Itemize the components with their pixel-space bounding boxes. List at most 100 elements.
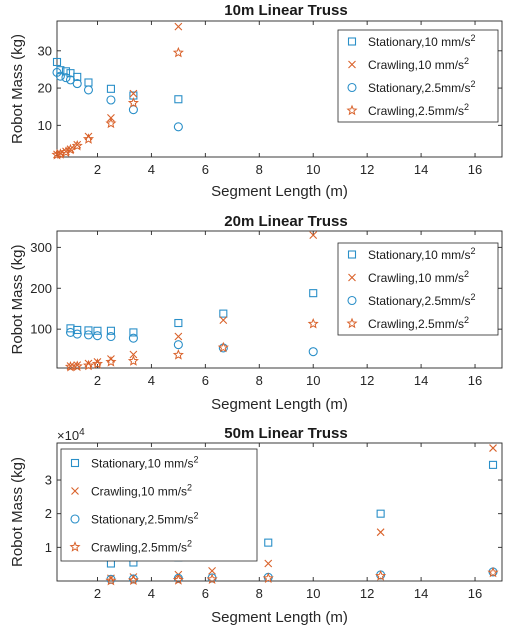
legend-entry: Stationary,2.5mm/s2 (91, 511, 199, 527)
data-point (105, 356, 117, 367)
x-tick-label: 6 (202, 373, 209, 388)
data-point (487, 566, 499, 578)
legend-marker (70, 458, 80, 468)
legend-box (337, 242, 499, 336)
y-axis-label: Robot Mass (kg) (9, 457, 26, 567)
legend: Stationary,10 mm/s2 Crawling,10 mm/s2 Stat… (60, 448, 258, 562)
data-point (61, 73, 71, 83)
data-point (309, 289, 318, 298)
x-tick-label: 4 (148, 586, 155, 601)
data-point (129, 350, 138, 359)
legend-marker (71, 487, 79, 495)
data-point (105, 574, 117, 586)
data-point (217, 341, 229, 353)
y-tick-label: 10 (38, 118, 52, 133)
data-point (55, 71, 65, 81)
y-tick-label: 20 (38, 81, 52, 96)
data-point (376, 528, 385, 537)
data-point (375, 570, 387, 581)
data-point (127, 574, 139, 586)
x-tick-label: 10 (306, 373, 320, 388)
data-point (105, 117, 117, 129)
data-point (129, 328, 138, 337)
data-point (262, 572, 274, 584)
y-tick-label: 1 (45, 540, 52, 555)
data-point (52, 57, 62, 67)
legend-marker (347, 82, 357, 93)
data-point (60, 146, 72, 157)
data-point (127, 97, 139, 108)
data-point (219, 316, 228, 325)
y-tick-label: 30 (38, 43, 52, 58)
x-tick-label: 4 (148, 162, 155, 177)
x-tick-label: 8 (256, 586, 263, 601)
data-point (172, 574, 184, 585)
legend-marker (346, 104, 358, 116)
legend-entry: Crawling,10 mm/s2 (368, 56, 469, 72)
legend-marker (69, 541, 81, 552)
data-point (128, 105, 138, 115)
data-point (174, 95, 183, 104)
data-point (488, 460, 498, 469)
chart-title: 50m Linear Truss (224, 425, 347, 442)
chart-panel-1: 10m Linear Truss 2 4 6 8 10 12 14 16 10 20 30 Segmen… (9, 2, 503, 200)
data-point (309, 231, 318, 239)
data-point (174, 22, 183, 31)
x-tick-label: 14 (414, 162, 428, 177)
data-point (206, 573, 218, 585)
data-point (83, 85, 94, 95)
x-tick-label: 8 (256, 373, 263, 388)
legend-marker (348, 273, 356, 282)
x-tick-label: 6 (202, 162, 209, 177)
x-tick-label: 2 (94, 373, 101, 388)
data-point (307, 318, 319, 329)
legend-entry: Crawling,10 mm/s2 (91, 483, 192, 499)
x-tick-label: 14 (414, 373, 428, 388)
x-tick-label: 10 (306, 586, 320, 601)
y-tick-label: 100 (30, 322, 52, 337)
legend: Stationary,10 mm/s2 Crawling,10 mm/s2 Stat… (337, 29, 499, 123)
legend-entry: Stationary,10 mm/s2 (368, 33, 476, 49)
series-circle (65, 327, 318, 357)
series-circle (52, 67, 183, 132)
data-point (106, 331, 116, 342)
legend-entry: Crawling,2.5mm/s2 (368, 315, 469, 331)
data-point (65, 75, 76, 85)
data-point (71, 139, 83, 151)
series-star (64, 318, 319, 372)
data-point (92, 331, 103, 341)
legend-marker (347, 295, 357, 306)
x-tick-label: 6 (202, 586, 209, 601)
series-star (51, 46, 184, 160)
data-point (91, 358, 103, 369)
data-point (71, 360, 83, 372)
x-tick-label: 14 (414, 586, 428, 601)
y-tick-label: 300 (30, 240, 52, 255)
x-tick-label: 16 (468, 586, 482, 601)
legend-entry: Crawling,2.5mm/s2 (368, 102, 469, 118)
data-point (264, 559, 273, 568)
data-point (72, 329, 82, 339)
legend-entry: Crawling,10 mm/s2 (368, 269, 469, 285)
data-point (128, 333, 138, 343)
data-point (61, 67, 71, 76)
x-axis-label: Segment Length (m) (211, 183, 348, 200)
data-point (173, 340, 183, 350)
x-tick-label: 12 (360, 586, 374, 601)
legend-marker (347, 37, 357, 46)
y-tick-label: 2 (45, 506, 52, 521)
x-tick-label: 16 (468, 373, 482, 388)
chart-title: 10m Linear Truss (224, 2, 347, 19)
chart-title: 20m Linear Truss (224, 213, 347, 230)
x-axis-label: Segment Length (m) (211, 396, 348, 413)
legend-entry: Stationary,10 mm/s2 (91, 455, 199, 471)
x-tick-label: 16 (468, 162, 482, 177)
data-point (208, 567, 216, 575)
data-point (84, 326, 93, 335)
x-tick-label: 12 (360, 162, 374, 177)
data-point (174, 332, 183, 341)
data-point (106, 326, 115, 335)
data-point (107, 355, 115, 363)
